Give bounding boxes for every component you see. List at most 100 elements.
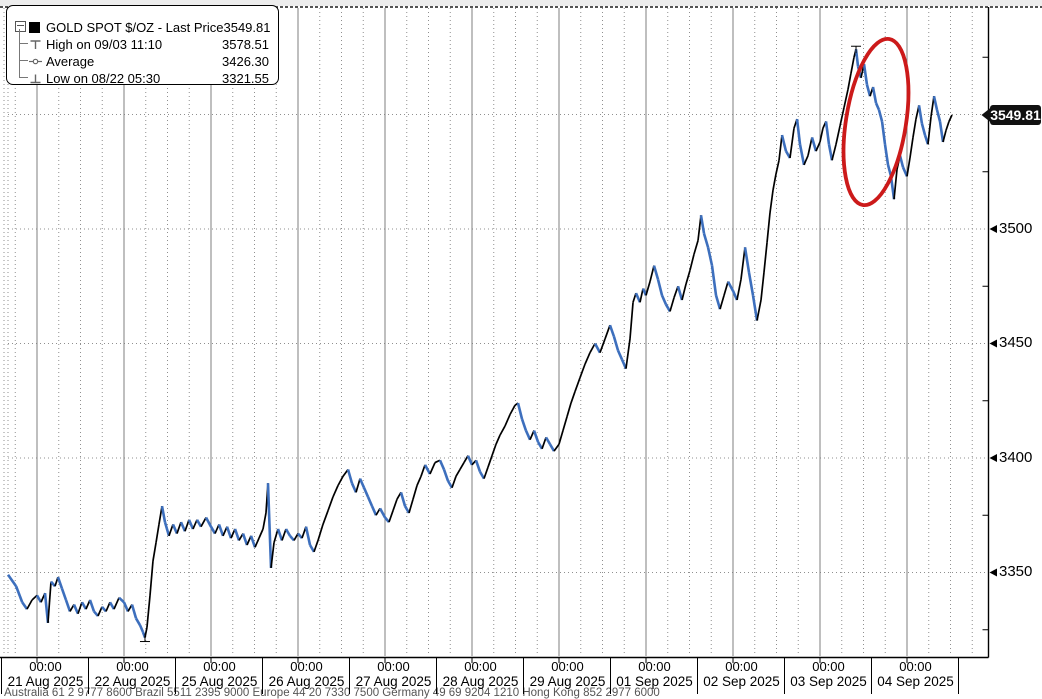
price-segment <box>942 130 947 143</box>
price-segment <box>495 434 501 445</box>
price-segment <box>948 114 953 122</box>
legend-row-average[interactable]: Average 3426.30 <box>29 53 269 70</box>
price-segment <box>629 302 634 339</box>
price-segment <box>146 595 151 628</box>
price-segment <box>442 469 450 482</box>
time-label: 00:00 <box>899 659 932 674</box>
price-segment <box>273 528 279 543</box>
price-segment <box>699 215 706 234</box>
chart-legend-box[interactable]: GOLD SPOT $/OZ - Last Price 3549.81 High… <box>6 5 279 87</box>
price-segment <box>570 391 576 404</box>
price-segment <box>850 57 855 74</box>
price-segment <box>874 102 881 111</box>
last-price-tag-arrow <box>981 107 991 123</box>
price-segment <box>478 471 486 480</box>
date-label: 26 Aug 2025 <box>268 674 345 689</box>
price-segment <box>766 212 771 243</box>
price-segment <box>938 121 945 143</box>
price-segment <box>451 476 457 489</box>
price-segment <box>249 535 257 548</box>
date-label: 01 Sep 2025 <box>616 674 693 689</box>
price-segment <box>254 537 260 548</box>
price-segment <box>612 336 620 351</box>
price-segment <box>317 524 324 541</box>
top-edge-strip <box>0 0 1042 6</box>
price-segment <box>43 592 50 624</box>
price-segment <box>775 160 780 175</box>
price-segment <box>710 265 718 296</box>
price-segment <box>80 601 88 610</box>
price-segment <box>134 617 142 626</box>
x-axis-section-21aug: 00:00 21 Aug 2025 <box>1 658 89 694</box>
price-segment <box>403 505 411 514</box>
date-label: 28 Aug 2025 <box>442 674 519 689</box>
price-segment <box>416 475 422 486</box>
legend-row-last-price[interactable]: GOLD SPOT $/OZ - Last Price 3549.81 <box>29 19 271 36</box>
price-segment <box>544 436 552 445</box>
legend-tree-stub <box>19 60 28 61</box>
price-segment <box>693 240 699 255</box>
price-segment <box>384 516 390 523</box>
y-tick-arrow-3450 <box>989 339 997 348</box>
price-segment <box>839 107 845 127</box>
price-segment <box>281 528 287 541</box>
y-axis-label-3450: 3450 <box>999 334 1033 351</box>
price-segment <box>358 478 366 489</box>
price-segment <box>399 491 407 507</box>
legend-tree-stub <box>19 43 28 44</box>
price-segment <box>819 128 824 143</box>
price-segment <box>149 560 154 596</box>
tree-collapse-icon[interactable] <box>15 21 26 32</box>
price-segment <box>284 528 292 537</box>
legend-row-high[interactable]: High on 09/03 11:10 3578.51 <box>29 36 269 53</box>
time-label: 00:00 <box>116 659 149 674</box>
price-segment <box>702 233 710 248</box>
price-segment <box>660 294 668 306</box>
x-axis-section-28aug: 00:00 28 Aug 2025 <box>436 658 524 694</box>
price-segment <box>362 487 370 498</box>
time-label: 00:00 <box>377 659 410 674</box>
price-segment <box>740 247 746 280</box>
x-axis-end-separator <box>958 658 959 694</box>
price-segment <box>504 414 511 427</box>
price-segment <box>912 118 917 138</box>
price-segment <box>446 480 454 489</box>
x-axis-section-27aug: 00:00 27 Aug 2025 <box>349 658 437 694</box>
price-segment <box>656 279 664 296</box>
price-segment <box>429 462 436 475</box>
price-segment <box>408 498 414 514</box>
price-segment <box>780 134 788 152</box>
legend-low-label: Low on 08/22 05:30 <box>46 71 161 86</box>
price-segment <box>625 338 631 369</box>
date-label: 22 Aug 2025 <box>94 674 171 689</box>
price-segment <box>304 526 312 546</box>
price-segment <box>297 532 303 540</box>
price-segment <box>689 253 695 271</box>
price-segment <box>524 429 532 441</box>
price-segment <box>751 295 759 321</box>
price-segment <box>532 430 540 443</box>
price-segment <box>47 581 52 623</box>
y-axis-label-3400: 3400 <box>999 449 1033 466</box>
legend-high-value: 3578.51 <box>222 37 269 52</box>
price-segment <box>88 599 96 612</box>
price-segment <box>893 169 898 200</box>
legend-last-price-value: 3549.81 <box>223 20 271 35</box>
price-segment <box>763 242 768 273</box>
price-segment <box>726 281 735 292</box>
price-segment <box>217 523 225 537</box>
price-segment <box>562 416 568 431</box>
price-segment <box>593 342 602 354</box>
date-label: 03 Sep 2025 <box>790 674 867 689</box>
price-segment <box>548 443 556 452</box>
price-segment <box>327 496 334 511</box>
price-segment <box>620 359 628 370</box>
date-label: 04 Sep 2025 <box>877 674 954 689</box>
y-tick-arrow-3500 <box>989 225 997 233</box>
time-label: 00:00 <box>464 659 497 674</box>
legend-row-low[interactable]: Low on 08/22 05:30 3321.55 <box>29 70 269 87</box>
price-segment <box>536 441 544 450</box>
price-segment <box>803 155 809 166</box>
x-axis-section-01sep: 00:00 01 Sep 2025 <box>610 658 698 694</box>
